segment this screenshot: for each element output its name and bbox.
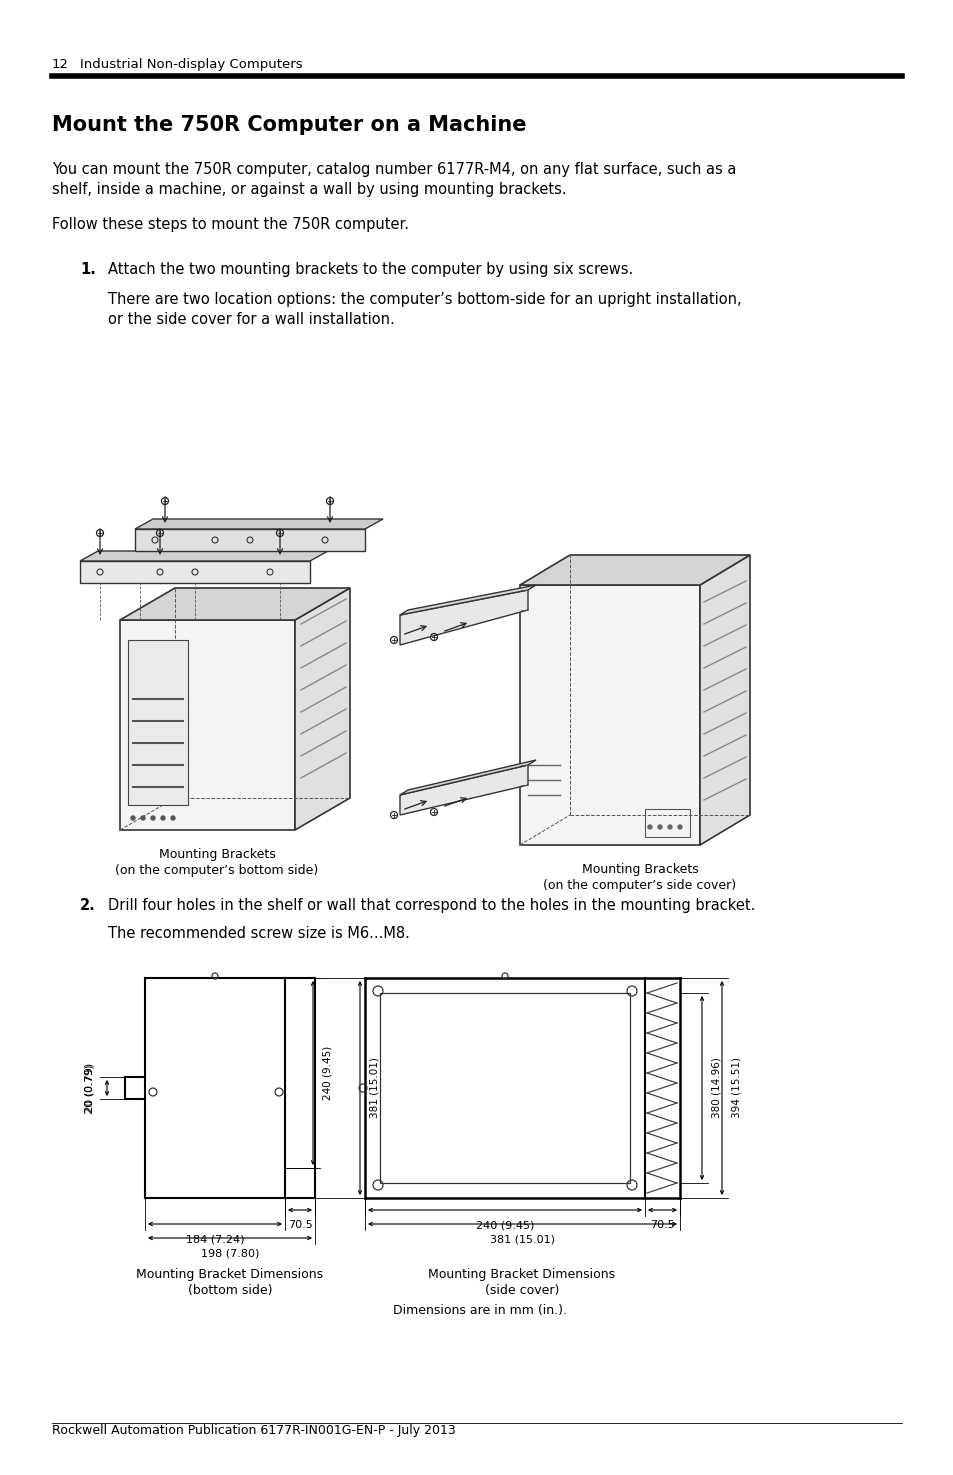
Circle shape [171,816,174,820]
Text: Dimensions are in mm (in.).: Dimensions are in mm (in.). [393,1304,566,1317]
Polygon shape [700,555,749,845]
Circle shape [667,825,671,829]
Text: Mounting Bracket Dimensions: Mounting Bracket Dimensions [136,1268,323,1280]
Text: 70.5: 70.5 [287,1220,312,1230]
Text: (on the computer’s side cover): (on the computer’s side cover) [543,879,736,892]
Text: 70.5: 70.5 [649,1220,674,1230]
Polygon shape [294,589,350,830]
Text: Drill four holes in the shelf or wall that correspond to the holes in the mounti: Drill four holes in the shelf or wall th… [108,898,755,913]
Text: Mounting Brackets: Mounting Brackets [158,848,275,861]
Circle shape [647,825,651,829]
Text: shelf, inside a machine, or against a wall by using mounting brackets.: shelf, inside a machine, or against a wa… [52,181,566,198]
Text: Follow these steps to mount the 750R computer.: Follow these steps to mount the 750R com… [52,217,409,232]
Polygon shape [399,586,536,615]
Polygon shape [399,766,527,816]
Polygon shape [399,590,527,645]
Bar [379,993,629,1183]
Polygon shape [135,530,365,552]
Circle shape [141,816,145,820]
Text: Mounting Bracket Dimensions: Mounting Bracket Dimensions [428,1268,615,1280]
Text: 381 (15.01): 381 (15.01) [490,1235,555,1243]
Polygon shape [399,760,536,795]
Polygon shape [519,586,700,845]
Text: 2.: 2. [80,898,95,913]
Bar [644,808,689,836]
Polygon shape [80,552,328,560]
Text: Rockwell Automation Publication 6177R-IN001G-EN-P - July 2013: Rockwell Automation Publication 6177R-IN… [52,1423,456,1437]
Text: 240 (9.45): 240 (9.45) [476,1220,534,1230]
Text: You can mount the 750R computer, catalog number 6177R-M4, on any flat surface, s: You can mount the 750R computer, catalog… [52,162,736,177]
Text: (on the computer’s bottom side): (on the computer’s bottom side) [115,864,318,878]
Polygon shape [135,519,382,530]
Circle shape [151,816,154,820]
Text: 184 (7.24): 184 (7.24) [186,1235,244,1243]
Circle shape [678,825,681,829]
Circle shape [161,816,165,820]
Text: (bottom side): (bottom side) [188,1285,272,1297]
Text: 20 (0.79): 20 (0.79) [85,1062,95,1114]
Polygon shape [128,640,188,805]
Polygon shape [120,589,350,619]
Text: 380 (14.96): 380 (14.96) [711,1058,721,1118]
Text: Mount the 750R Computer on a Machine: Mount the 750R Computer on a Machine [52,115,526,136]
Text: There are two location options: the computer’s bottom-side for an upright instal: There are two location options: the comp… [108,292,740,307]
Text: (side cover): (side cover) [484,1285,558,1297]
Text: Attach the two mounting brackets to the computer by using six screws.: Attach the two mounting brackets to the … [108,263,633,277]
Text: 20 (0.79): 20 (0.79) [85,1065,95,1112]
Text: 240 (9.45): 240 (9.45) [323,1046,333,1100]
Text: 1.: 1. [80,263,95,277]
Text: The recommended screw size is M6...M8.: The recommended screw size is M6...M8. [108,926,410,941]
Text: Mounting Brackets: Mounting Brackets [581,863,698,876]
Polygon shape [519,555,749,586]
Text: Industrial Non-display Computers: Industrial Non-display Computers [80,58,302,71]
Polygon shape [120,620,294,830]
Text: 12: 12 [52,58,69,71]
Circle shape [131,816,135,820]
Circle shape [658,825,661,829]
Text: 198 (7.80): 198 (7.80) [200,1248,259,1258]
Text: 394 (15.51): 394 (15.51) [731,1058,741,1118]
Polygon shape [80,560,310,583]
Text: 381 (15.01): 381 (15.01) [370,1058,379,1118]
Text: or the side cover for a wall installation.: or the side cover for a wall installatio… [108,313,395,327]
